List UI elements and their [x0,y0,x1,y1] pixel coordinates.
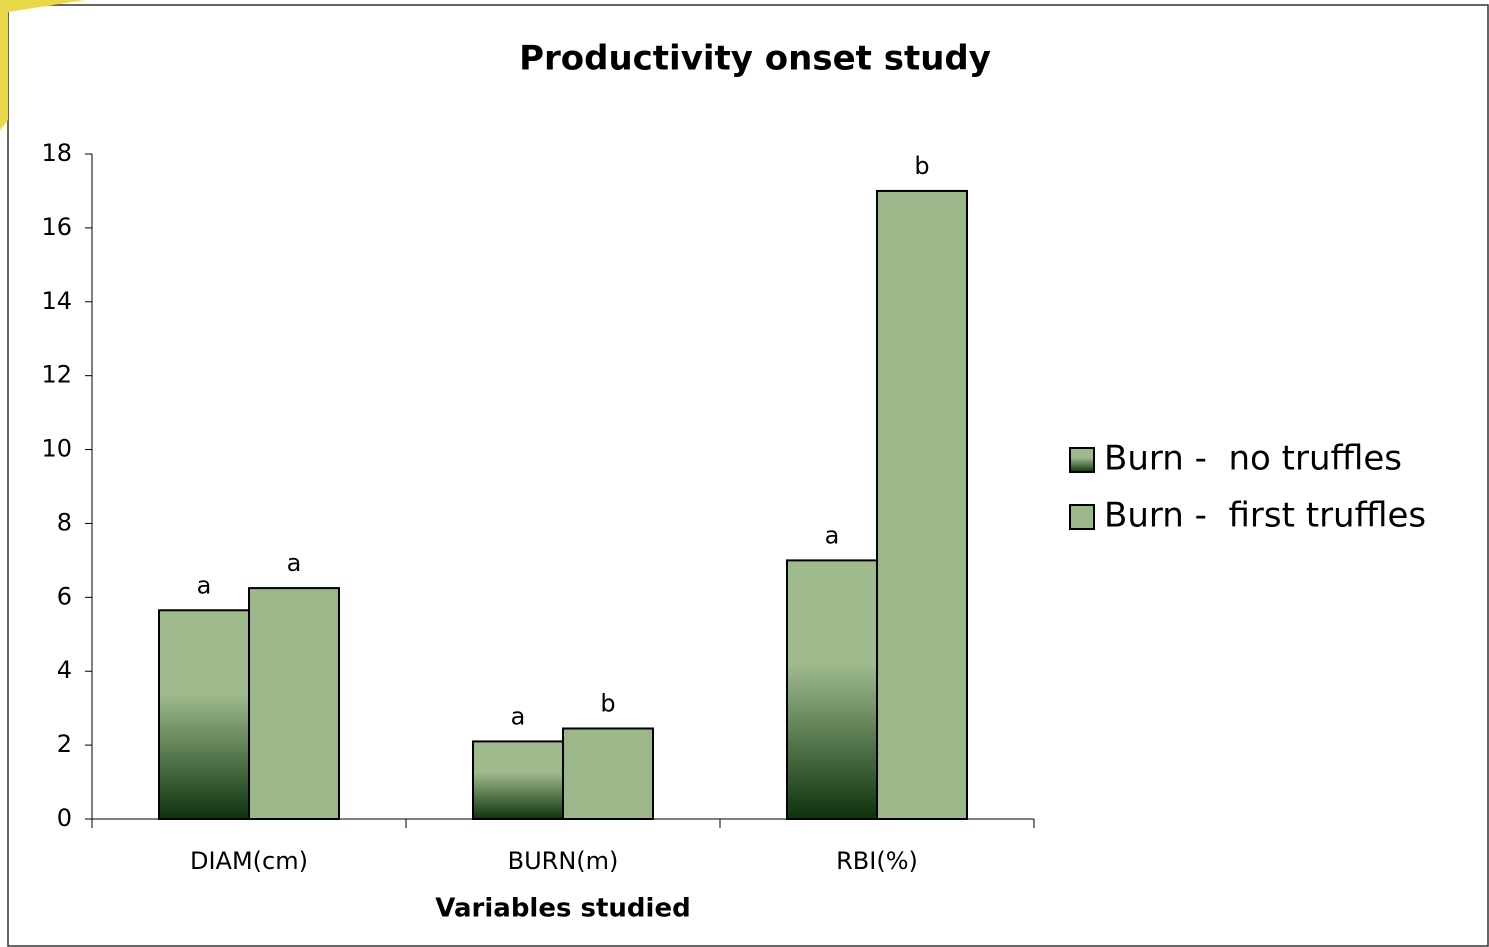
y-tick-label: 14 [41,287,72,315]
chart-title: Productivity onset study [519,39,991,79]
bar [876,189,968,820]
bar [472,740,564,821]
y-tick-label: 12 [41,361,72,389]
y-tick-label: 16 [41,213,72,241]
y-tick-label: 4 [57,656,72,684]
bar [248,587,340,820]
y-tick-label: 6 [57,582,72,610]
corner-decoration [0,0,85,130]
y-tick-label: 18 [41,139,72,167]
bar [786,559,878,821]
bar-annotation: b [600,689,615,717]
y-tick-label: 8 [57,508,72,536]
legend-label: Burn - first truffles [1104,496,1426,536]
y-tick-label: 10 [41,435,72,463]
y-tick-label: 2 [57,730,72,758]
legend-swatch [1069,447,1095,473]
bar [158,609,250,821]
bar [562,727,654,820]
x-tick-label: RBI(%) [836,847,918,875]
x-axis-label: Variables studied [435,894,690,924]
bar-annotation: a [511,702,526,730]
bar-annotation: a [197,571,212,599]
bar-annotation: a [825,521,840,549]
x-tick-label: DIAM(cm) [190,847,308,875]
y-tick-label: 0 [57,804,72,832]
frame [7,4,1489,947]
legend-label: Burn - no truffles [1104,439,1402,479]
bar-annotation: a [287,549,302,577]
bar-annotation: b [914,152,929,180]
x-tick-label: BURN(m) [508,847,619,875]
legend-swatch [1069,504,1095,530]
